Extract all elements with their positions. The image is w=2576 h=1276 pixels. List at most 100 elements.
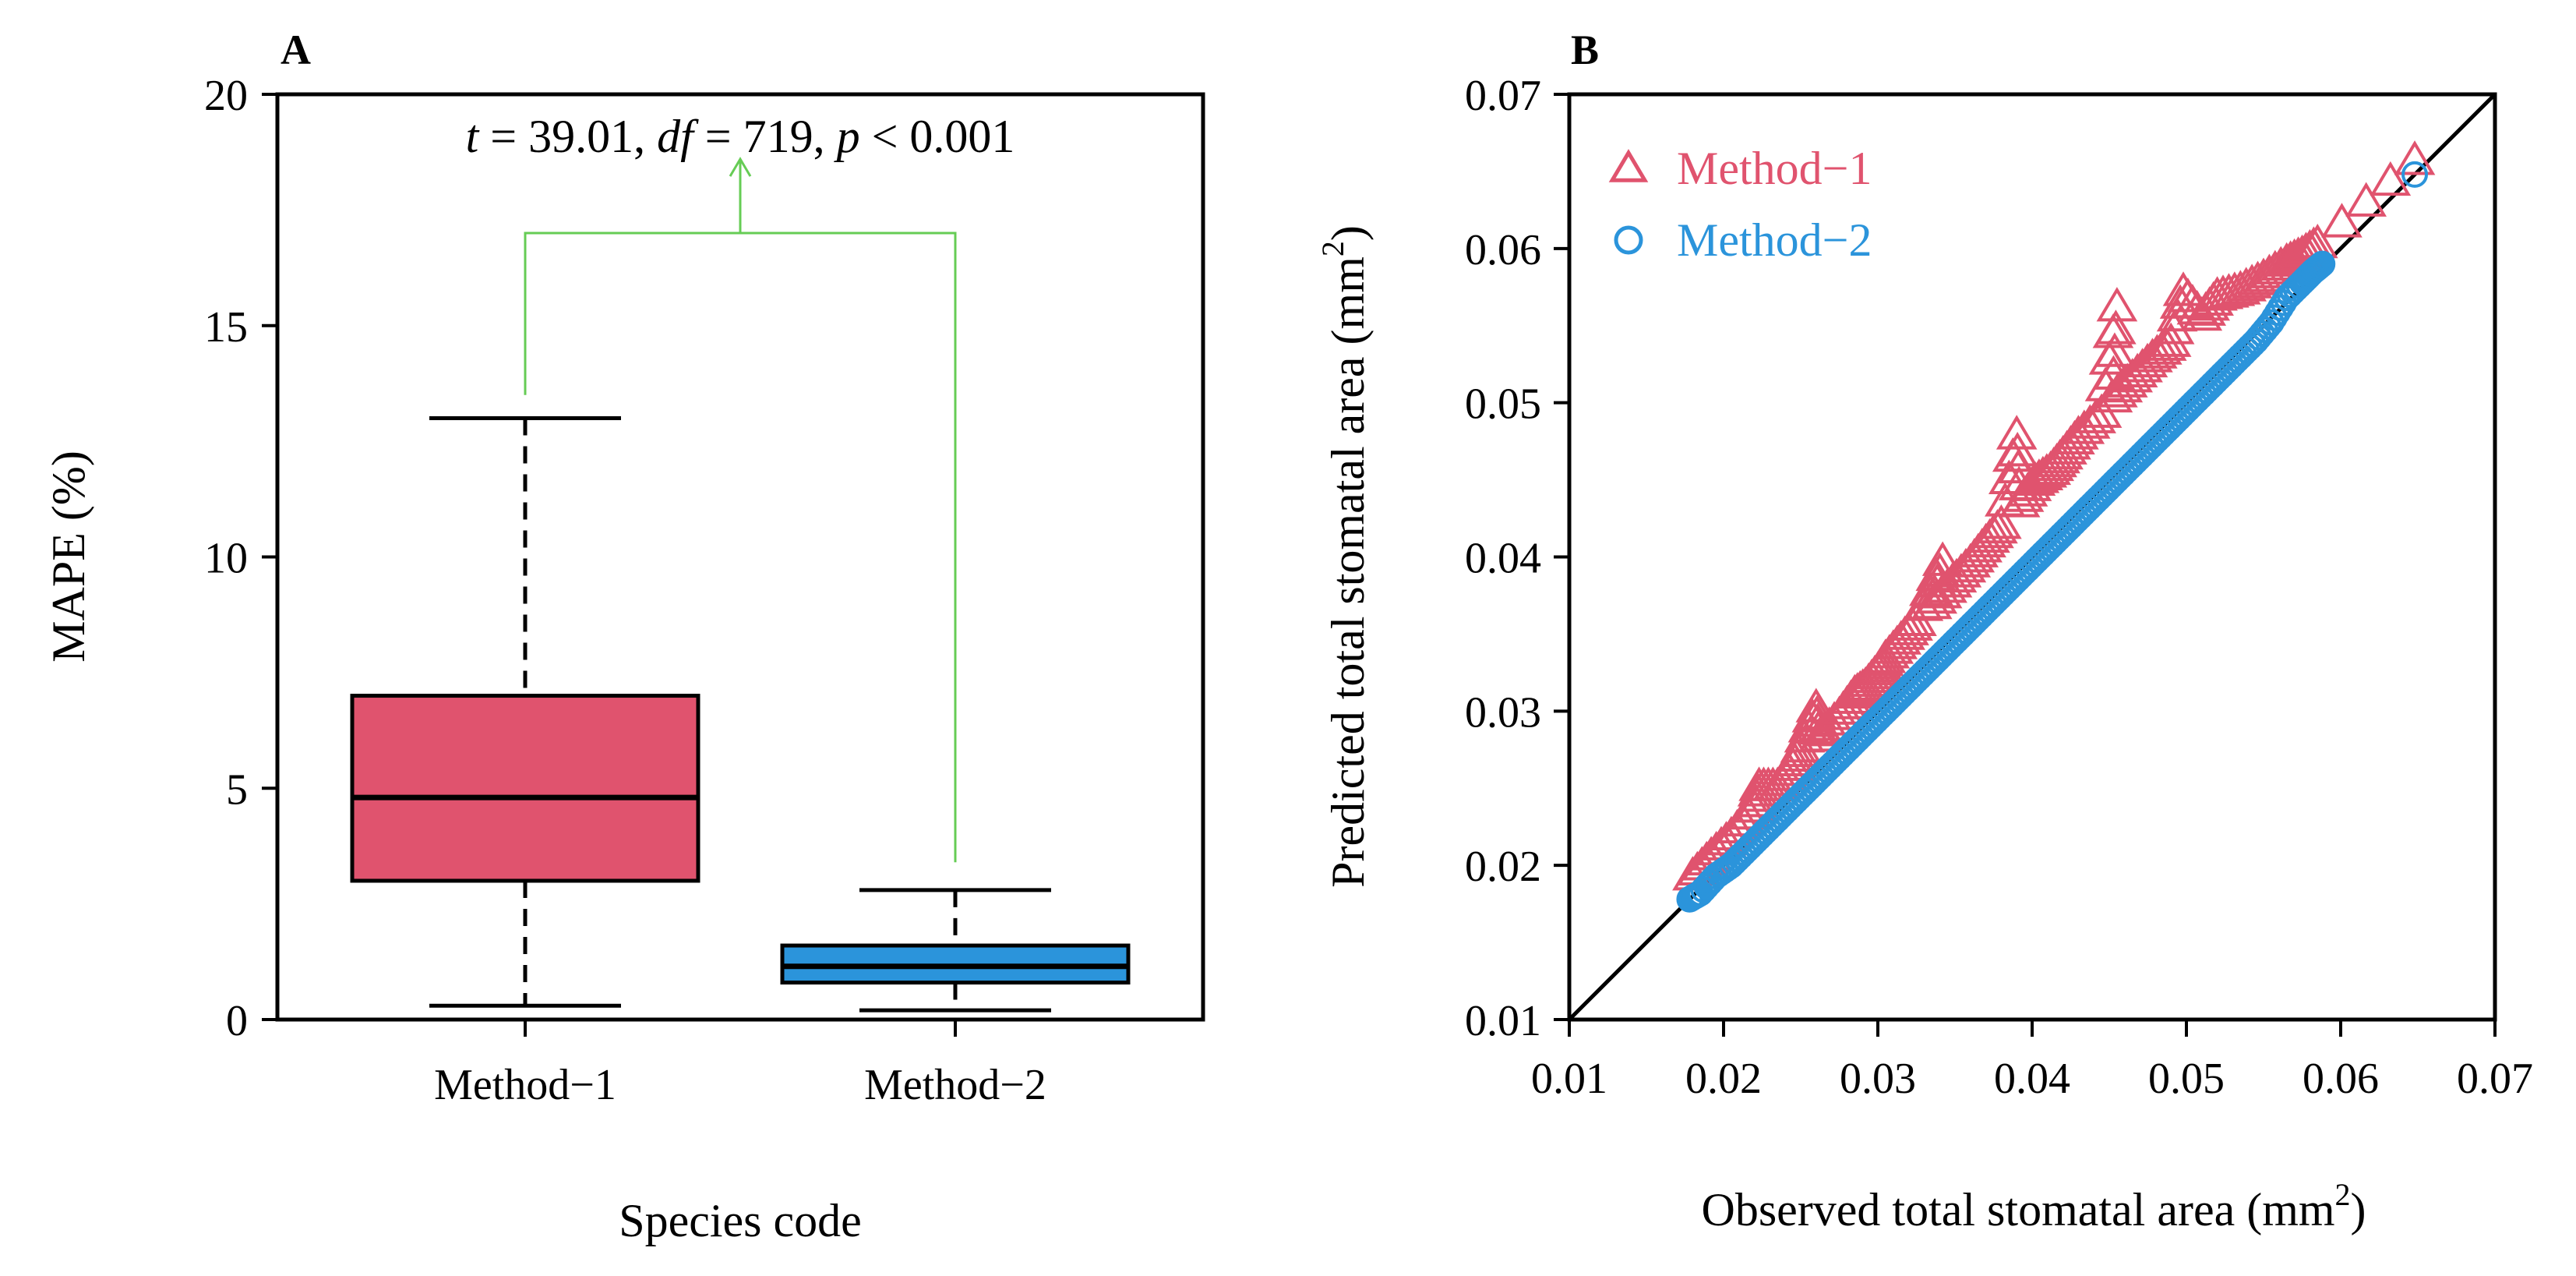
method-1-point [2116, 352, 2158, 387]
method-2-point [1813, 756, 1840, 783]
method-2-point [2091, 479, 2119, 506]
x-tick-label: 0.03 [1840, 1055, 1916, 1103]
method-2-point [2168, 401, 2196, 429]
method-2-point [2029, 540, 2056, 567]
method-1-point [2370, 161, 2412, 196]
panel-b-x-axis-title: Observed total stomatal area (mm2) [1701, 1177, 2366, 1235]
method-2-point [2137, 433, 2165, 460]
method-1-point [2097, 373, 2138, 408]
p-value: < 0.001 [860, 111, 1015, 162]
x-tick-label: 0.02 [1685, 1055, 1762, 1103]
x-tick-label: 0.07 [2457, 1055, 2533, 1103]
method-2-point [1767, 802, 1794, 829]
y-tick-label: 0.03 [1465, 688, 1541, 737]
x-tick-label: Method−1 [434, 1061, 616, 1109]
legend-method-1-label: Method−1 [1677, 143, 1872, 194]
method-2-point [1952, 617, 1979, 645]
method-1-point [2095, 309, 2137, 345]
method-1-point [2145, 326, 2187, 361]
method-2-point [1967, 602, 1995, 629]
method-1-point [2063, 409, 2105, 444]
method-1-point [2153, 309, 2195, 345]
method-2-point [2153, 417, 2180, 444]
method-1-point [2394, 140, 2436, 175]
panel-a-boxes [350, 415, 1131, 1013]
panel-b-x-axis: 0.01 0.02 0.03 0.04 0.05 0.06 0.07 [1531, 1020, 2533, 1103]
method-2-point [1983, 586, 2010, 613]
method-1-point [2096, 287, 2138, 322]
bracket-arrowhead [729, 157, 752, 177]
y-tick-label: 10 [204, 535, 248, 583]
method-1-point [1795, 687, 1837, 723]
t-test-annotation: t = 39.01, df = 719, p < 0.001 [466, 111, 1015, 162]
y-tick-label: 5 [226, 765, 248, 814]
method-2-point [2297, 260, 2324, 288]
y-tick-label: 15 [204, 303, 248, 352]
method-2-point [1875, 695, 1902, 722]
method-1-point [1892, 606, 1933, 641]
panel-b-label: B [1571, 27, 1599, 73]
method-2-point [1736, 833, 1763, 861]
method-1-point [2126, 342, 2168, 378]
method-1-point [2321, 203, 2363, 238]
t-value: = 39.01, [478, 111, 657, 162]
x-tick-label: 0.06 [2303, 1055, 2379, 1103]
method-2-point [2045, 525, 2072, 552]
legend-circle-marker [1614, 225, 1643, 255]
panel-a-x-axis: Method−1 Method−2 [434, 1020, 1046, 1109]
y-tick-label: 0.07 [1465, 72, 1541, 120]
panel-b-y-axis: 0.01 0.02 0.03 0.04 0.05 0.06 0.07 [1465, 72, 1569, 1045]
method-2-point [1921, 649, 1949, 676]
method-2-point [1798, 772, 1825, 799]
y-title-tail: ) [1322, 225, 1374, 241]
legend-method-2-label: Method−2 [1677, 214, 1872, 266]
y-tick-label: 0 [226, 997, 248, 1045]
method-2-point [2276, 281, 2303, 309]
method-2-point [2214, 355, 2242, 383]
x-title-tail: ) [2351, 1184, 2366, 1235]
y-tick-label: 20 [204, 72, 248, 120]
panel-b-points [1672, 140, 2436, 913]
method-2-point [2106, 463, 2133, 490]
method-2-point [2401, 161, 2429, 188]
method-2-point [2183, 386, 2211, 413]
method-2-point [1890, 679, 1918, 706]
method-2-point [1999, 571, 2026, 599]
panel-b: B 0.010.020.030.040.050.060.07 0.01 0.02 0… [1315, 27, 2533, 1235]
method-1-point [2094, 332, 2136, 367]
df-symbol: df [657, 111, 699, 162]
method-1-point [2137, 334, 2178, 369]
method-1-point [1996, 432, 2038, 467]
panel-a-y-axis: 0 5 10 15 20 [204, 72, 277, 1045]
method-2-point [2230, 340, 2257, 367]
method-1-point [2274, 238, 2315, 274]
method-1-point [2069, 404, 2111, 439]
method-1-point [2141, 330, 2183, 365]
method-1-point [2225, 267, 2267, 302]
panel-b-legend: Method−1 Method−2 [1608, 143, 1872, 266]
panel-b-y-axis-title: Predicted total stomatal area (mm2) [1315, 225, 1374, 888]
y-tick-label: 0.04 [1465, 535, 1541, 583]
panel-a: A 0 5 10 15 20 Method−1 Method−2 t = 39.01, d… [43, 27, 1205, 1246]
panel-a-x-axis-title: Species code [619, 1195, 862, 1246]
method-1-point [1830, 679, 1872, 714]
x-title-sup: 2 [2335, 1177, 2351, 1212]
method-2-point [2122, 447, 2149, 475]
panel-a-y-axis-title: MAPE (%) [43, 451, 94, 663]
method-1-point [1798, 709, 1840, 744]
method-1-point [1996, 415, 2038, 450]
method-2-point [2076, 494, 2103, 521]
method-1-point [2075, 398, 2116, 433]
y-tick-label: 0.05 [1465, 380, 1541, 429]
method-2-point [1937, 633, 1964, 660]
x-title-main: Observed total stomatal area (mm [1701, 1184, 2334, 1235]
method-2-point [1906, 663, 1933, 691]
x-tick-label: 0.04 [1994, 1055, 2070, 1103]
method-1-point [2150, 322, 2192, 357]
y-tick-label: 0.01 [1465, 997, 1541, 1045]
p-symbol: p [834, 111, 860, 162]
df-value: = 719, [693, 111, 837, 162]
method-2-point [1783, 787, 1810, 815]
method-1-point [1977, 508, 2018, 544]
